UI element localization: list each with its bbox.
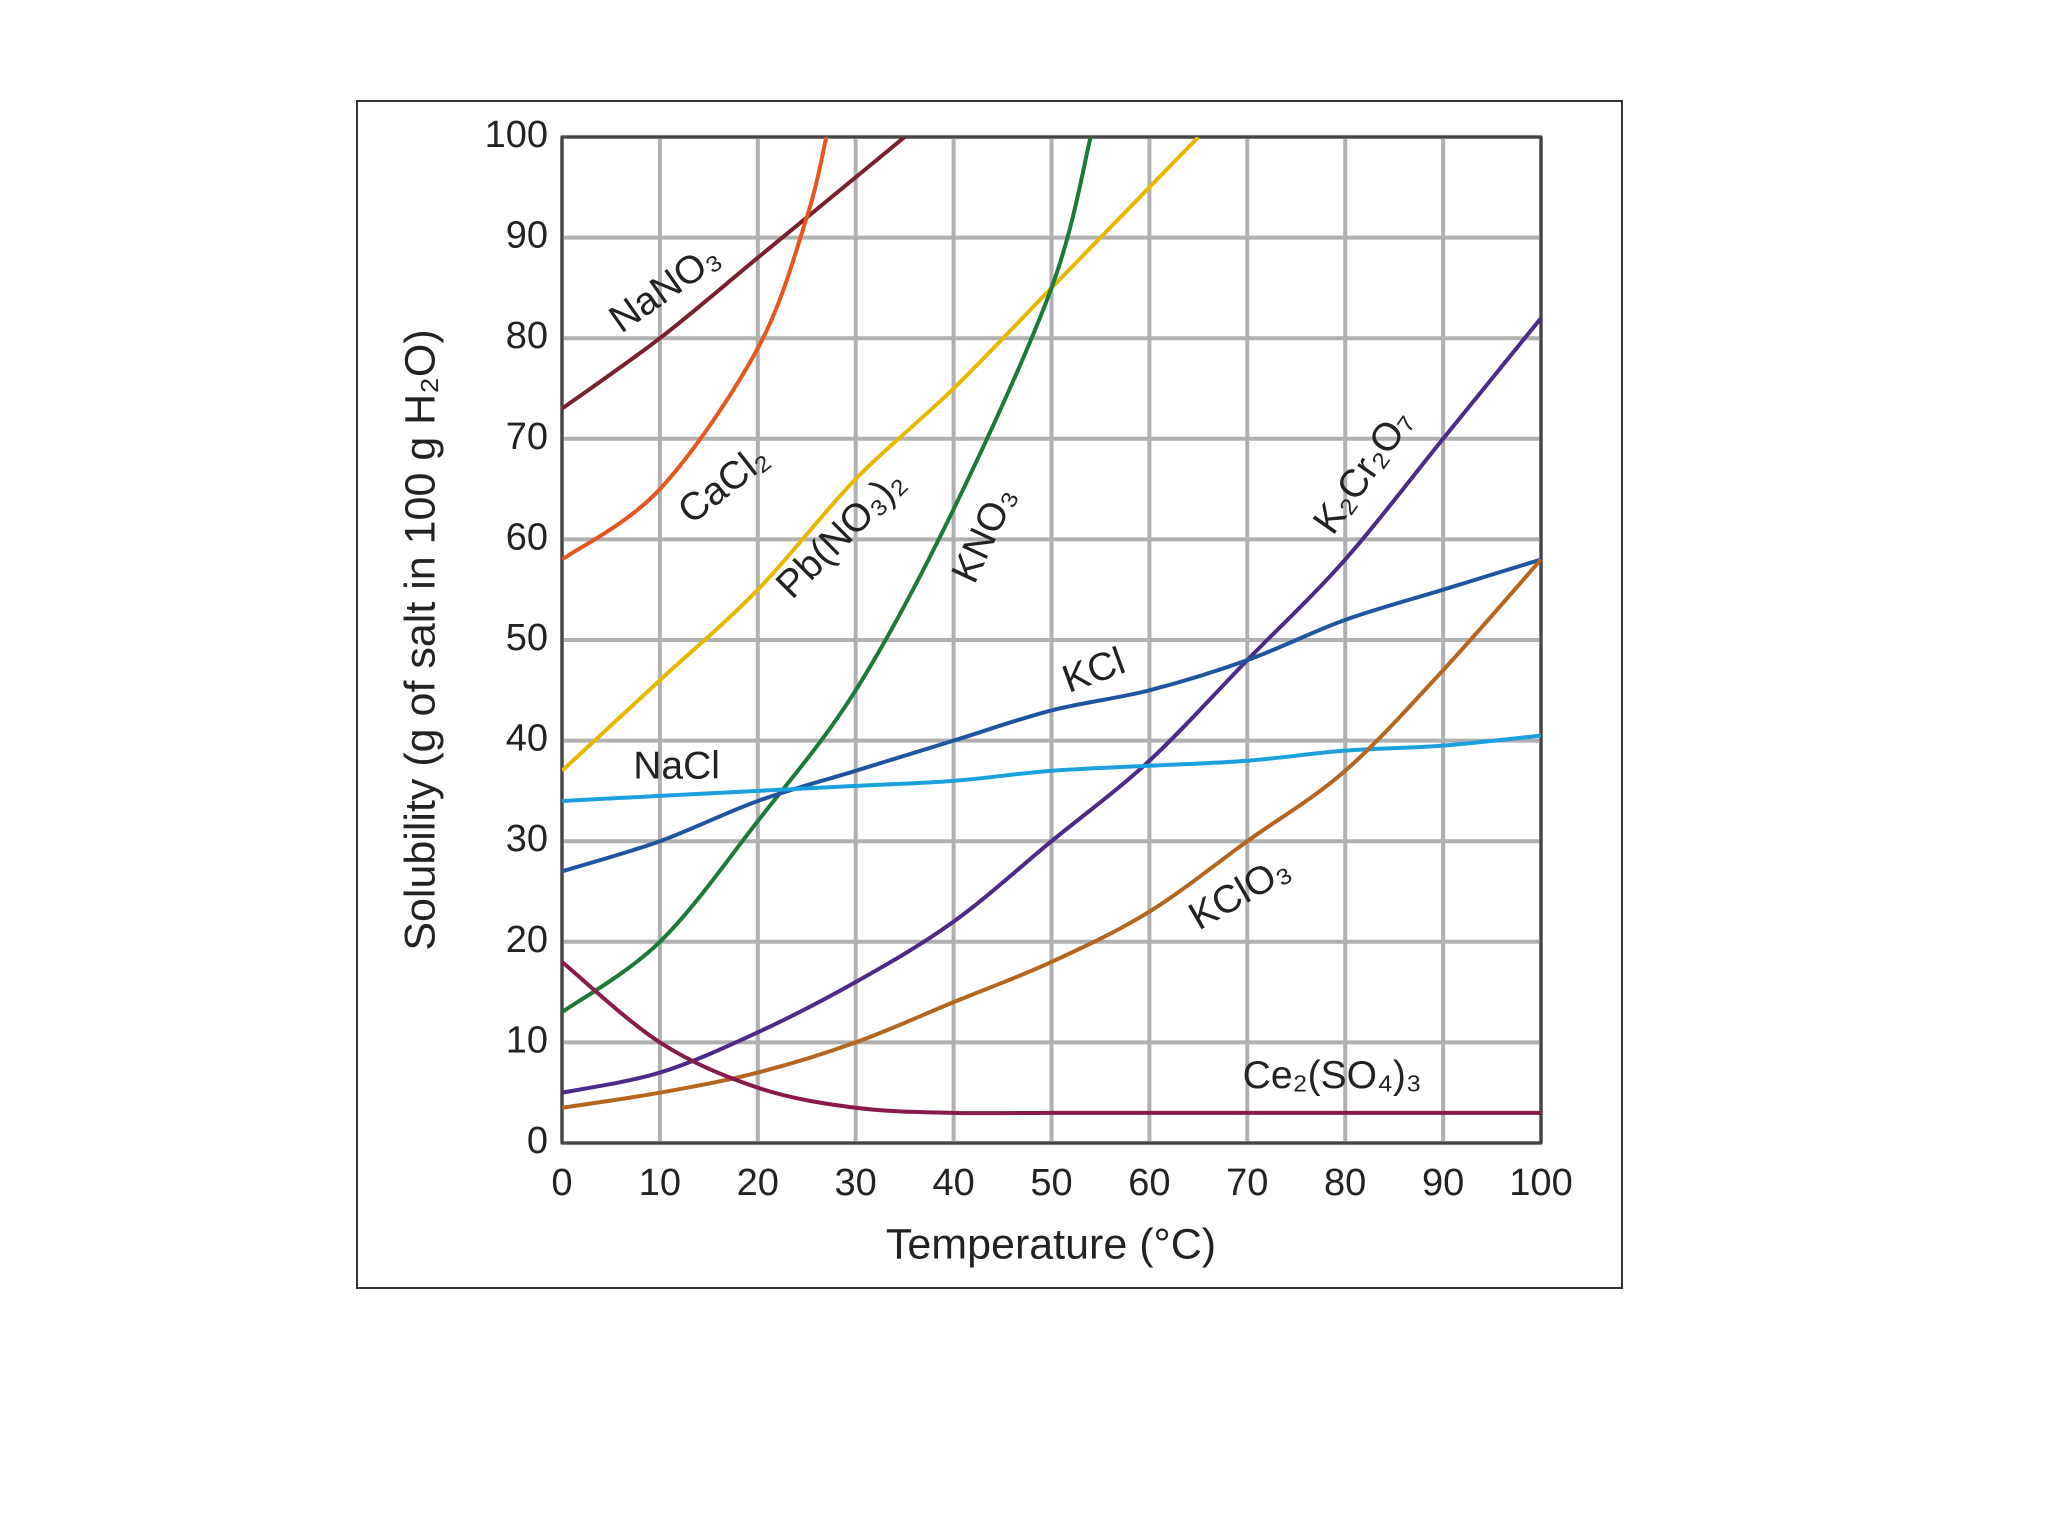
y-tick-label: 40 — [506, 718, 548, 760]
x-tick-label: 60 — [1128, 1162, 1170, 1204]
y-tick-label: 100 — [485, 114, 548, 156]
series-line — [562, 733, 1541, 803]
x-tick-label: 40 — [932, 1162, 974, 1204]
series-line — [562, 557, 1541, 874]
series-line — [562, 316, 1541, 1095]
y-tick-label: 70 — [506, 416, 548, 458]
y-tick-label: 0 — [527, 1120, 548, 1162]
y-axis-label: Solubility (g of salt in 100 g H₂O) — [396, 329, 444, 950]
y-tick-label: 80 — [506, 315, 548, 357]
series-line — [562, 137, 906, 411]
x-tick-label: 90 — [1422, 1162, 1464, 1204]
series-label: NaCl — [633, 744, 720, 787]
series-line — [562, 137, 1200, 773]
x-axis-label: Temperature (°C) — [886, 1220, 1216, 1268]
chart-frame — [356, 100, 1623, 1289]
plot-border — [560, 135, 1543, 1145]
x-tick-label: 0 — [551, 1162, 572, 1204]
series-label: Ce₂(SO₄)₃ — [1243, 1054, 1422, 1097]
y-tick-label: 20 — [506, 919, 548, 961]
series-line — [562, 137, 829, 562]
x-tick-label: 20 — [737, 1162, 779, 1204]
y-tick-label: 30 — [506, 818, 548, 860]
series-line — [562, 137, 1093, 1014]
series-line — [562, 558, 1541, 1110]
x-tick-label: 100 — [1509, 1162, 1572, 1204]
x-tick-label: 80 — [1324, 1162, 1366, 1204]
x-tick-label: 70 — [1226, 1162, 1268, 1204]
y-tick-label: 90 — [506, 215, 548, 257]
y-tick-label: 60 — [506, 516, 548, 558]
x-tick-label: 50 — [1030, 1162, 1072, 1204]
x-tick-label: 10 — [639, 1162, 681, 1204]
y-tick-label: 50 — [506, 617, 548, 659]
series-line — [562, 960, 1541, 1116]
y-tick-label: 10 — [506, 1019, 548, 1061]
x-tick-label: 30 — [835, 1162, 877, 1204]
